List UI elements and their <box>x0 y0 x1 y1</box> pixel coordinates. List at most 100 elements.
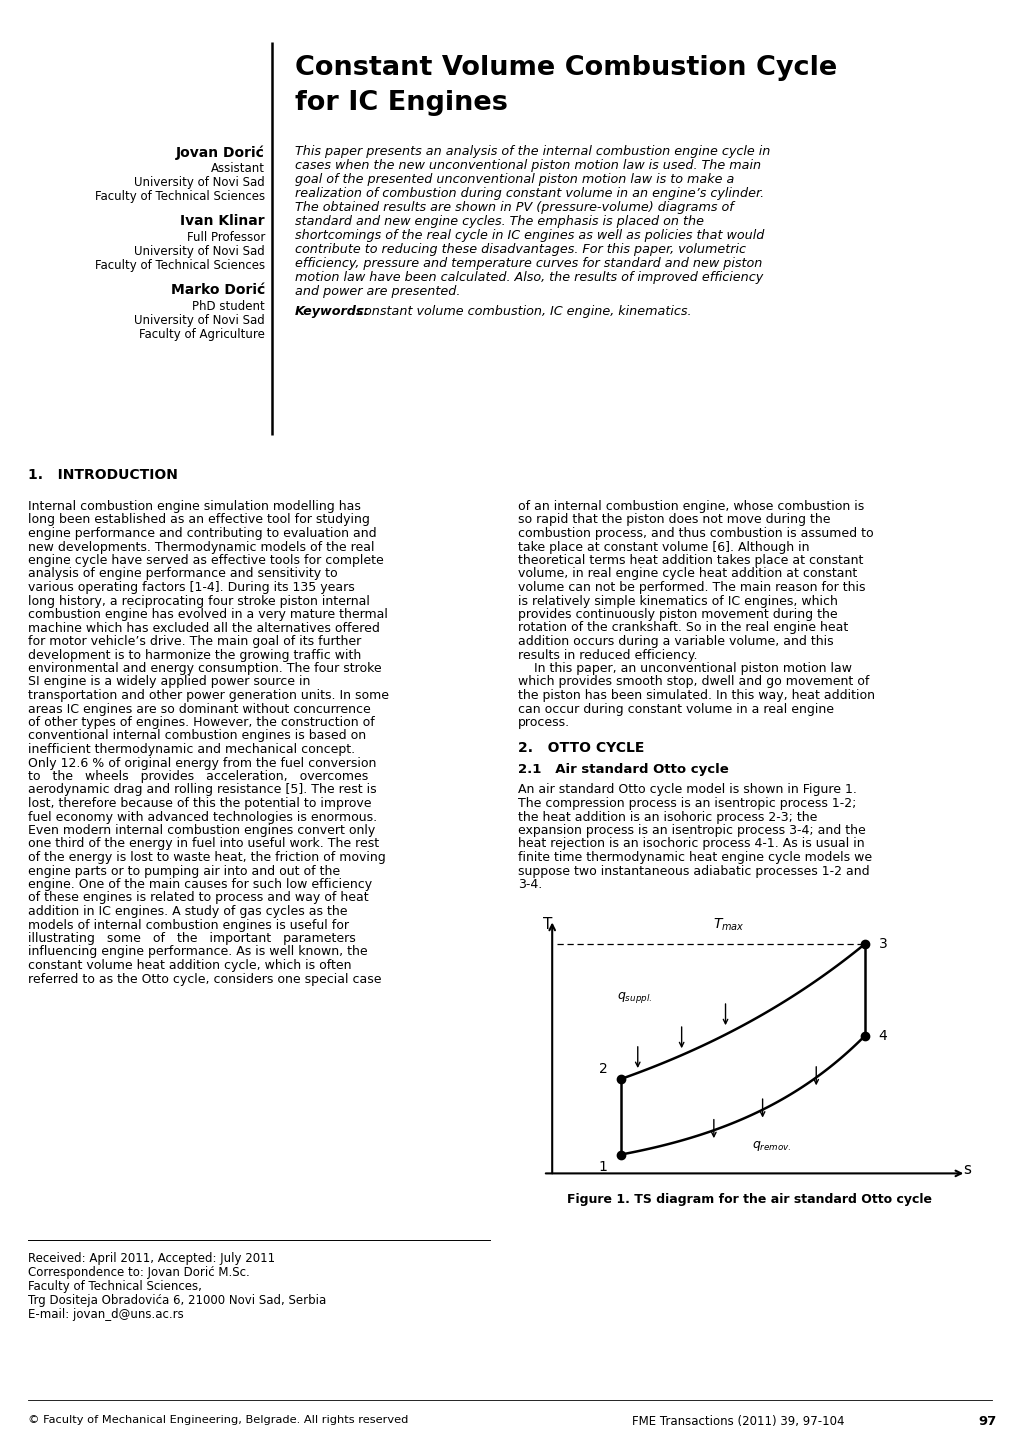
Text: © Faculty of Mechanical Engineering, Belgrade. All rights reserved: © Faculty of Mechanical Engineering, Bel… <box>28 1416 408 1426</box>
Text: $T_{max}$: $T_{max}$ <box>712 916 744 934</box>
Text: $q_{suppl.}$: $q_{suppl.}$ <box>616 990 651 1006</box>
Text: 3-4.: 3-4. <box>518 877 542 890</box>
Text: Marko Dorić: Marko Dorić <box>170 283 265 297</box>
Text: long history, a reciprocating four stroke piston internal: long history, a reciprocating four strok… <box>28 595 370 608</box>
Text: Received: April 2011, Accepted: July 2011: Received: April 2011, Accepted: July 201… <box>28 1253 275 1266</box>
Text: 2.   OTTO CYCLE: 2. OTTO CYCLE <box>518 742 644 756</box>
Text: conventional internal combustion engines is based on: conventional internal combustion engines… <box>28 730 366 743</box>
Text: so rapid that the piston does not move during the: so rapid that the piston does not move d… <box>518 514 829 527</box>
Text: In this paper, an unconventional piston motion law: In this paper, an unconventional piston … <box>518 662 851 675</box>
Text: University of Novi Sad: University of Novi Sad <box>135 176 265 189</box>
Text: heat rejection is an isochoric process 4-1. As is usual in: heat rejection is an isochoric process 4… <box>518 837 864 850</box>
Text: Jovan Dorić: Jovan Dorić <box>176 144 265 160</box>
Text: which provides smooth stop, dwell and go movement of: which provides smooth stop, dwell and go… <box>518 675 868 688</box>
Text: standard and new engine cycles. The emphasis is placed on the: standard and new engine cycles. The emph… <box>294 215 703 228</box>
Text: analysis of engine performance and sensitivity to: analysis of engine performance and sensi… <box>28 567 337 580</box>
Text: theoretical terms heat addition takes place at constant: theoretical terms heat addition takes pl… <box>518 554 862 567</box>
Text: engine. One of the main causes for such low efficiency: engine. One of the main causes for such … <box>28 877 372 890</box>
Text: suppose two instantaneous adiabatic processes 1-2 and: suppose two instantaneous adiabatic proc… <box>518 864 869 877</box>
Text: can occur during constant volume in a real engine: can occur during constant volume in a re… <box>518 703 834 716</box>
Text: goal of the presented unconventional piston motion law is to make a: goal of the presented unconventional pis… <box>294 173 734 186</box>
Text: lost, therefore because of this the potential to improve: lost, therefore because of this the pote… <box>28 797 371 810</box>
Text: 1.   INTRODUCTION: 1. INTRODUCTION <box>28 468 177 482</box>
Text: addition in IC engines. A study of gas cycles as the: addition in IC engines. A study of gas c… <box>28 905 347 918</box>
Text: of these engines is related to process and way of heat: of these engines is related to process a… <box>28 892 368 905</box>
Text: machine which has excluded all the alternatives offered: machine which has excluded all the alter… <box>28 622 379 635</box>
Text: engine cycle have served as effective tools for complete: engine cycle have served as effective to… <box>28 554 383 567</box>
Text: take place at constant volume [6]. Although in: take place at constant volume [6]. Altho… <box>518 541 809 554</box>
Text: fuel economy with advanced technologies is enormous.: fuel economy with advanced technologies … <box>28 811 377 824</box>
Text: referred to as the Otto cycle, considers one special case: referred to as the Otto cycle, considers… <box>28 973 381 986</box>
Text: aerodynamic drag and rolling resistance [5]. The rest is: aerodynamic drag and rolling resistance … <box>28 784 376 797</box>
Text: of the energy is lost to waste heat, the friction of moving: of the energy is lost to waste heat, the… <box>28 851 385 864</box>
Text: Faculty of Agriculture: Faculty of Agriculture <box>139 328 265 341</box>
Text: inefficient thermodynamic and mechanical concept.: inefficient thermodynamic and mechanical… <box>28 743 355 756</box>
Text: and power are presented.: and power are presented. <box>294 286 460 299</box>
Text: The compression process is an isentropic process 1-2;: The compression process is an isentropic… <box>518 797 856 810</box>
Text: one third of the energy in fuel into useful work. The rest: one third of the energy in fuel into use… <box>28 837 379 850</box>
Text: of other types of engines. However, the construction of: of other types of engines. However, the … <box>28 716 374 729</box>
Text: for motor vehicle’s drive. The main goal of its further: for motor vehicle’s drive. The main goal… <box>28 635 361 648</box>
Text: E-mail: jovan_d@uns.ac.rs: E-mail: jovan_d@uns.ac.rs <box>28 1307 183 1320</box>
Text: efficiency, pressure and temperature curves for standard and new piston: efficiency, pressure and temperature cur… <box>294 257 761 270</box>
Text: contribute to reducing these disadvantages. For this paper, volumetric: contribute to reducing these disadvantag… <box>294 242 745 255</box>
Text: areas IC engines are so dominant without concurrence: areas IC engines are so dominant without… <box>28 703 370 716</box>
Text: Trg Dositeja Obradovića 6, 21000 Novi Sad, Serbia: Trg Dositeja Obradovića 6, 21000 Novi Sa… <box>28 1294 326 1307</box>
Text: new developments. Thermodynamic models of the real: new developments. Thermodynamic models o… <box>28 541 374 554</box>
Text: various operating factors [1-4]. During its 135 years: various operating factors [1-4]. During … <box>28 582 355 595</box>
Text: engine performance and contributing to evaluation and: engine performance and contributing to e… <box>28 527 376 540</box>
Text: the piston has been simulated. In this way, heat addition: the piston has been simulated. In this w… <box>518 688 874 701</box>
Text: SI engine is a widely applied power source in: SI engine is a widely applied power sour… <box>28 675 310 688</box>
Text: transportation and other power generation units. In some: transportation and other power generatio… <box>28 688 388 701</box>
Text: Constant Volume Combustion Cycle: Constant Volume Combustion Cycle <box>294 55 837 81</box>
Text: results in reduced efficiency.: results in reduced efficiency. <box>518 648 697 661</box>
Text: of an internal combustion engine, whose combustion is: of an internal combustion engine, whose … <box>518 501 863 514</box>
Text: cases when the new unconventional piston motion law is used. The main: cases when the new unconventional piston… <box>294 159 760 172</box>
Text: engine parts or to pumping air into and out of the: engine parts or to pumping air into and … <box>28 864 339 877</box>
Text: realization of combustion during constant volume in an engine’s cylinder.: realization of combustion during constan… <box>294 188 763 201</box>
Text: Keywords:: Keywords: <box>294 304 369 317</box>
Text: 97: 97 <box>977 1416 996 1429</box>
Text: Figure 1. TS diagram for the air standard Otto cycle: Figure 1. TS diagram for the air standar… <box>567 1193 931 1206</box>
Text: 1: 1 <box>598 1160 606 1175</box>
Text: Even modern internal combustion engines convert only: Even modern internal combustion engines … <box>28 824 375 837</box>
Text: Correspondence to: Jovan Dorić M.Sc.: Correspondence to: Jovan Dorić M.Sc. <box>28 1266 250 1278</box>
Text: Faculty of Technical Sciences,: Faculty of Technical Sciences, <box>28 1280 202 1293</box>
Text: Internal combustion engine simulation modelling has: Internal combustion engine simulation mo… <box>28 501 361 514</box>
Text: Faculty of Technical Sciences: Faculty of Technical Sciences <box>95 258 265 271</box>
Text: combustion engine has evolved in a very mature thermal: combustion engine has evolved in a very … <box>28 608 387 620</box>
Text: University of Novi Sad: University of Novi Sad <box>135 245 265 258</box>
Text: This paper presents an analysis of the internal combustion engine cycle in: This paper presents an analysis of the i… <box>294 144 769 157</box>
Text: volume, in real engine cycle heat addition at constant: volume, in real engine cycle heat additi… <box>518 567 856 580</box>
Text: constant volume heat addition cycle, which is often: constant volume heat addition cycle, whi… <box>28 960 352 973</box>
Text: combustion process, and thus combustion is assumed to: combustion process, and thus combustion … <box>518 527 872 540</box>
Text: development is to harmonize the growing traffic with: development is to harmonize the growing … <box>28 648 361 661</box>
Text: 4: 4 <box>878 1029 887 1043</box>
Text: process.: process. <box>518 716 570 729</box>
Text: addition occurs during a variable volume, and this: addition occurs during a variable volume… <box>518 635 833 648</box>
Text: the heat addition is an isohoric process 2-3; the: the heat addition is an isohoric process… <box>518 811 816 824</box>
Text: Assistant: Assistant <box>211 162 265 175</box>
Text: constant volume combustion, IC engine, kinematics.: constant volume combustion, IC engine, k… <box>353 304 691 317</box>
Text: $q_{remov.}$: $q_{remov.}$ <box>752 1139 791 1153</box>
Text: Full Professor: Full Professor <box>186 231 265 244</box>
Text: shortcomings of the real cycle in IC engines as well as policies that would: shortcomings of the real cycle in IC eng… <box>294 229 763 242</box>
Text: finite time thermodynamic heat engine cycle models we: finite time thermodynamic heat engine cy… <box>518 851 871 864</box>
Text: s: s <box>962 1163 970 1177</box>
Text: environmental and energy consumption. The four stroke: environmental and energy consumption. Th… <box>28 662 381 675</box>
Text: The obtained results are shown in PV (pressure-volume) diagrams of: The obtained results are shown in PV (pr… <box>294 201 733 214</box>
Text: An air standard Otto cycle model is shown in Figure 1.: An air standard Otto cycle model is show… <box>518 784 856 797</box>
Text: motion law have been calculated. Also, the results of improved efficiency: motion law have been calculated. Also, t… <box>294 271 762 284</box>
Text: is relatively simple kinematics of IC engines, which: is relatively simple kinematics of IC en… <box>518 595 837 608</box>
Text: PhD student: PhD student <box>192 300 265 313</box>
Text: T: T <box>542 916 551 932</box>
Text: Ivan Klinar: Ivan Klinar <box>180 214 265 228</box>
Text: for IC Engines: for IC Engines <box>294 89 507 115</box>
Text: influencing engine performance. As is well known, the: influencing engine performance. As is we… <box>28 945 367 958</box>
Text: expansion process is an isentropic process 3-4; and the: expansion process is an isentropic proce… <box>518 824 865 837</box>
Text: University of Novi Sad: University of Novi Sad <box>135 315 265 328</box>
Text: illustrating   some   of   the   important   parameters: illustrating some of the important param… <box>28 932 356 945</box>
Text: 2.1   Air standard Otto cycle: 2.1 Air standard Otto cycle <box>518 763 728 776</box>
Text: FME Transactions (2011) 39, 97-104: FME Transactions (2011) 39, 97-104 <box>632 1416 844 1429</box>
Text: 2: 2 <box>598 1062 606 1076</box>
